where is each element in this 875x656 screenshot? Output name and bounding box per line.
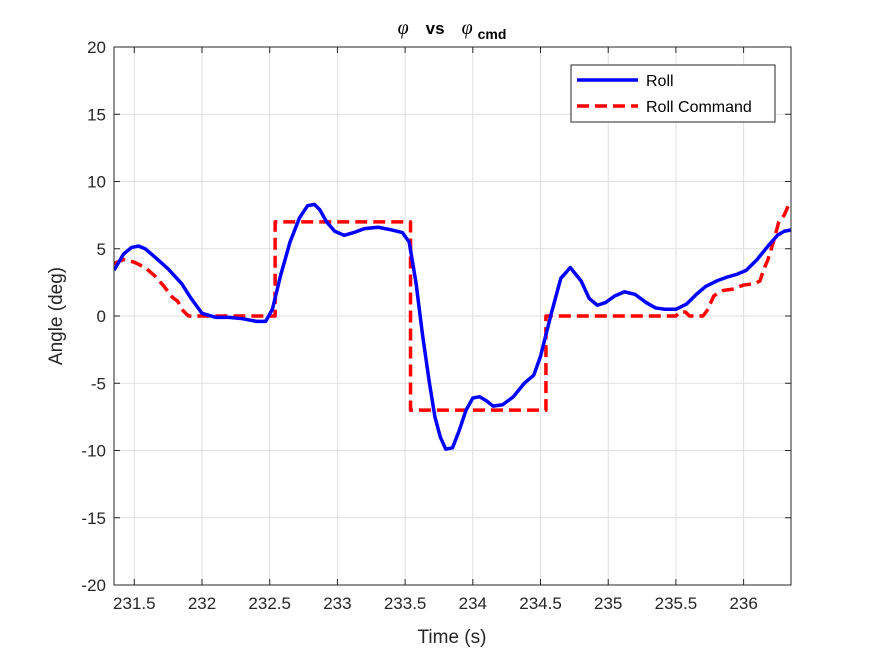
y-tick-label: -15 [81,509,106,528]
ticks [114,46,791,586]
x-tick-label: 235 [594,594,622,613]
y-tick-label: 20 [87,38,106,57]
x-tick-label: 232 [188,594,216,613]
x-tick-label: 233 [323,594,351,613]
x-tick-label: 231.5 [113,594,156,613]
y-tick-label: -10 [81,442,106,461]
chart-title: φ vs φ cmd [398,17,507,42]
x-tick-label: 235.5 [655,594,698,613]
series-roll-command-line [114,200,791,412]
series-roll-line [114,202,791,451]
title-phi: φ [398,17,409,39]
y-axis-label: Angle (deg) [46,267,67,365]
y-tick-label: 15 [87,105,106,124]
legend-text-roll: Roll [646,73,674,90]
y-tick-label: 5 [97,240,106,259]
x-tick-label: 234.5 [519,594,562,613]
title-subscript: cmd [478,26,507,42]
x-axis-label: Time (s) [418,627,487,648]
y-tick-label: 10 [87,173,106,192]
y-tick-label: -5 [91,374,106,393]
tick-labels: 231.5 232 232.5 233 233.5 234 234.5 235 235.5 236… [81,38,757,613]
legend-text-roll-command: Roll Command [646,99,752,116]
legend-box [570,64,776,123]
x-tick-label: 233.5 [384,594,427,613]
legend: Roll Roll Command [570,64,776,123]
x-tick-label: 236 [729,594,757,613]
y-tick-label: -20 [81,576,106,595]
title-vs: vs [426,19,445,38]
x-tick-label: 232.5 [248,594,291,613]
y-tick-label: 0 [97,307,106,326]
title-phi-cmd: φ [462,17,473,39]
series-layer [114,200,791,451]
x-tick-label: 234 [459,594,487,613]
